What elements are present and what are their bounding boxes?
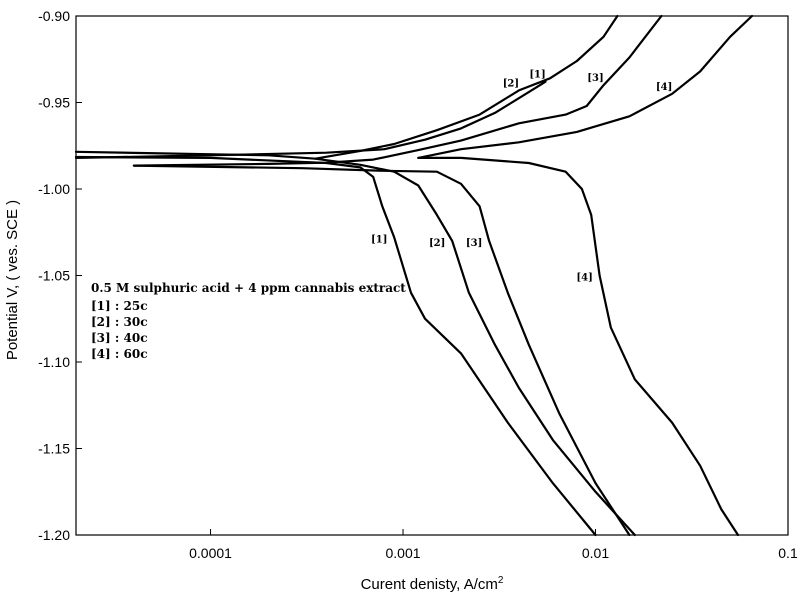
y-tick-label: -1.15 (38, 441, 70, 457)
x-tick-label: 0.001 (386, 545, 421, 561)
x-tick-label: 0.1 (778, 545, 798, 561)
series-3-cathodic-line (132, 164, 631, 537)
series-4-cathodic-line (417, 156, 740, 537)
series-3-anodic-label: [3] (587, 73, 603, 84)
y-tick-label: -1.10 (38, 354, 70, 370)
y-tick-label: -1.05 (38, 268, 70, 284)
series-3-cathodic-label: [3] (466, 238, 482, 249)
annotation-title: 0.5 M sulphuric acid + 4 ppm cannabis ex… (91, 281, 406, 295)
curve-labels: [1] [1] [2] [2] [3] [3] [4] [4] (371, 70, 672, 284)
series-4-anodic-label: [4] (656, 82, 672, 93)
x-tick-label: 0.01 (582, 545, 609, 561)
series-4-cathodic-label: [4] (576, 273, 592, 284)
series-3-anodic-line (132, 14, 663, 167)
y-tick-label: -0.90 (38, 8, 70, 24)
y-axis-ticks: -0.90 -0.95 -1.00 -1.05 -1.10 -1.15 -1.20 (38, 8, 82, 543)
polarization-curves (74, 14, 754, 537)
y-tick-label: -1.00 (38, 181, 70, 197)
series-1-cathodic-label: [1] (371, 234, 387, 245)
legend-annotation: 0.5 M sulphuric acid + 4 ppm cannabis ex… (91, 281, 406, 361)
x-axis-ticks: 0.0001 0.001 0.01 0.1 (189, 529, 798, 561)
x-tick-label: 0.0001 (189, 545, 232, 561)
y-axis-title: Potential V, ( ves. SCE ) (4, 200, 21, 360)
series-2-anodic-line (74, 14, 619, 160)
series-1-anodic-label: [1] (529, 70, 545, 81)
annotation-item-4: [4] : 60c (91, 347, 148, 361)
annotation-item-2: [2] : 30c (91, 315, 148, 329)
series-2-cathodic-label: [2] (429, 238, 445, 249)
series-2-anodic-label: [2] (503, 78, 519, 89)
y-tick-label: -1.20 (38, 527, 70, 543)
annotation-item-1: [1] : 25c (91, 299, 148, 313)
annotation-item-3: [3] : 40c (91, 331, 148, 345)
series-4-anodic-line (417, 14, 754, 159)
y-tick-label: -0.95 (38, 95, 70, 111)
plot-frame (75, 15, 789, 536)
x-axis-title: Curent denisty, A/cm2 (361, 575, 504, 593)
